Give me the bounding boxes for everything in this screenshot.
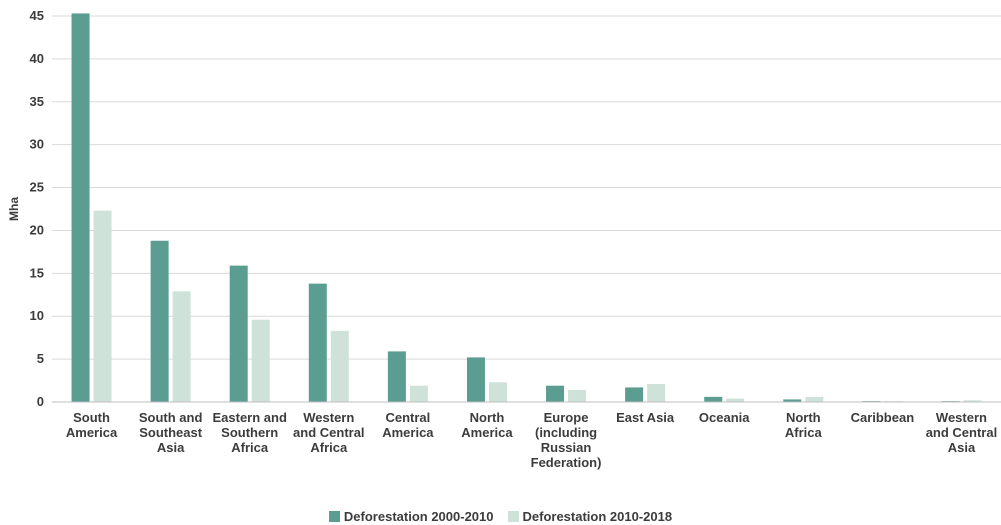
y-tick-label: 15 xyxy=(30,265,44,280)
bar-series-2 xyxy=(963,400,982,402)
y-tick-label: 5 xyxy=(37,351,44,366)
y-tick-label: 30 xyxy=(30,137,44,152)
bar-series-2 xyxy=(251,319,270,402)
x-tick-label: Eastern and Southern Africa xyxy=(212,410,286,455)
bar-series-1 xyxy=(783,399,802,402)
bar-series-2 xyxy=(93,210,112,402)
y-tick-label: 45 xyxy=(30,8,44,23)
y-tick-label: 40 xyxy=(30,51,44,66)
x-tick-label: North Africa xyxy=(785,410,823,440)
bar-series-2 xyxy=(647,383,666,402)
y-tick-label: 0 xyxy=(37,394,44,409)
bars xyxy=(71,13,982,402)
x-tick-label: Caribbean xyxy=(851,410,915,425)
bar-series-1 xyxy=(546,385,565,402)
x-tick-label: Western and Central Africa xyxy=(293,410,365,455)
legend-swatch-series-2 xyxy=(507,510,519,522)
gridlines xyxy=(52,15,1001,360)
y-tick-label: 35 xyxy=(30,94,44,109)
bar-series-1 xyxy=(625,387,644,402)
x-tick-label: Europe (including Russian Federation) xyxy=(531,410,602,470)
y-axis-ticks: 0 5 10 15 20 25 30 35 40 45 xyxy=(30,8,44,409)
y-tick-label: 25 xyxy=(30,180,44,195)
y-tick-label: 20 xyxy=(30,222,44,237)
bar-series-2 xyxy=(726,398,745,402)
legend-label-series-2: Deforestation 2010-2018 xyxy=(522,508,673,524)
bar-series-2 xyxy=(172,291,191,402)
legend-item-series-2: Deforestation 2010-2018 xyxy=(507,508,673,524)
x-tick-label: South America xyxy=(66,410,118,440)
x-tick-label: Oceania xyxy=(699,410,750,425)
x-tick-label: East Asia xyxy=(616,410,675,425)
x-tick-label: Western and Central Asia xyxy=(926,410,998,455)
x-axis-labels: South America South and Southeast AsiaEaster… xyxy=(66,410,997,470)
bar-series-1 xyxy=(387,351,406,402)
legend-label-series-1: Deforestation 2000-2010 xyxy=(343,508,494,524)
bar-series-1 xyxy=(704,396,723,402)
y-axis-title: Mha xyxy=(7,197,21,221)
bar-series-1 xyxy=(466,357,485,402)
bar-series-2 xyxy=(488,382,507,402)
bar-series-1 xyxy=(308,283,327,402)
bar-series-2 xyxy=(409,385,428,402)
bar-series-1 xyxy=(229,265,248,402)
legend-swatch-series-1 xyxy=(328,510,340,522)
bar-series-1 xyxy=(150,240,169,402)
bar-series-2 xyxy=(568,389,587,402)
x-tick-label: North America xyxy=(461,410,513,440)
bar-series-1 xyxy=(71,13,90,402)
legend: Deforestation 2000-2010 Deforestation 20… xyxy=(0,507,1001,525)
x-tick-label: South and Southeast Asia xyxy=(139,410,203,455)
bar-series-2 xyxy=(805,396,824,402)
x-tick-label: Central America xyxy=(382,410,434,440)
legend-item-series-1: Deforestation 2000-2010 xyxy=(328,508,494,524)
bar-series-2 xyxy=(330,330,349,402)
y-tick-label: 10 xyxy=(30,308,44,323)
